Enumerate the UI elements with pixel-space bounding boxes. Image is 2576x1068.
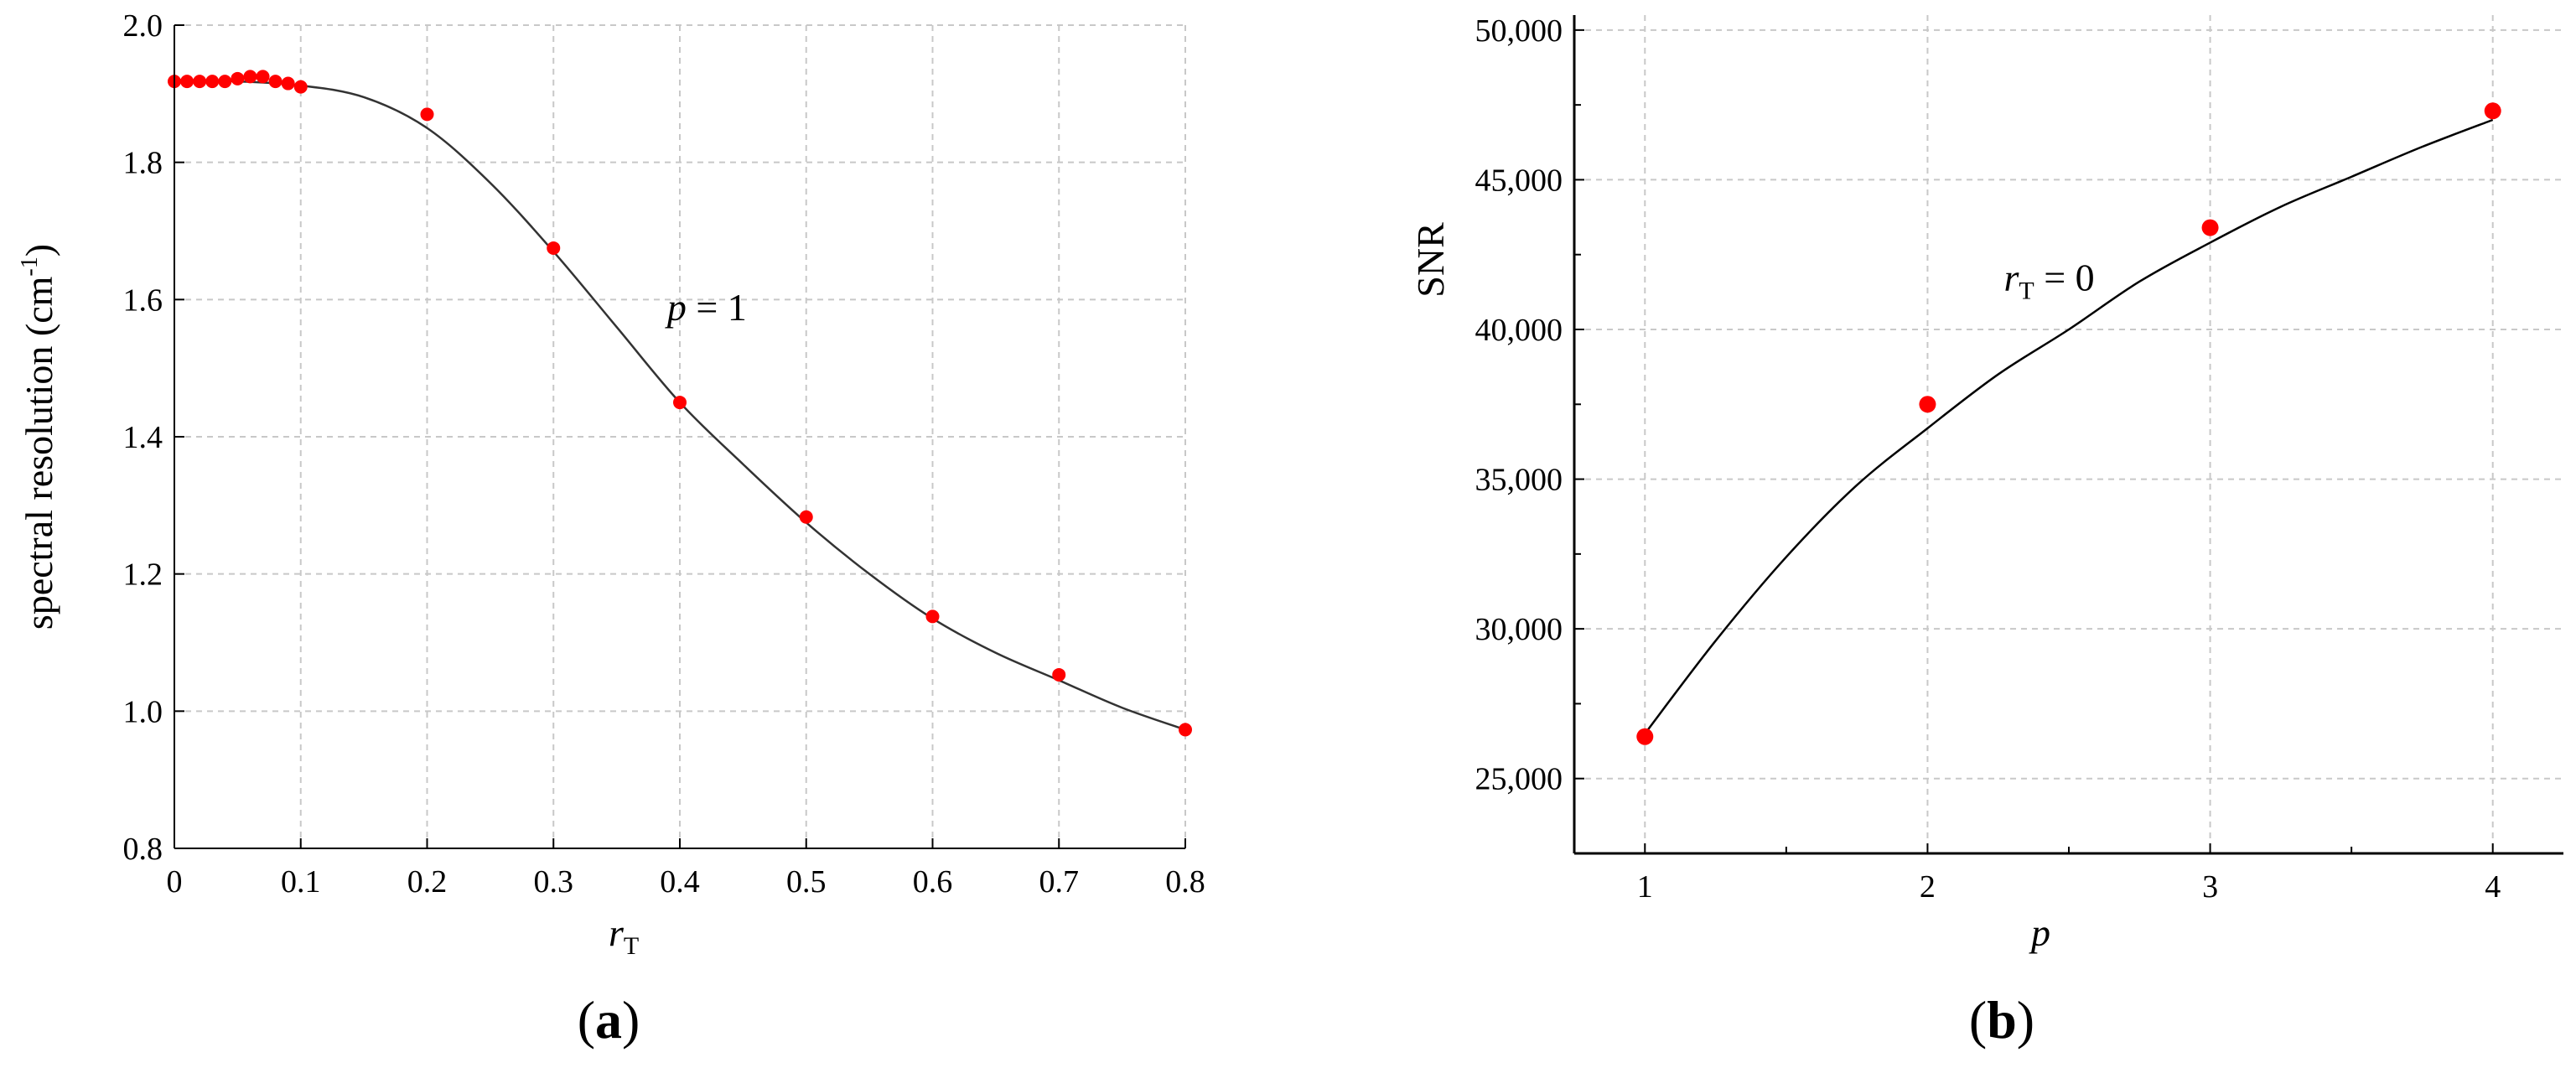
chart-b-panel-open: ( [1969,990,1987,1050]
chart-b-fit-curve [1644,118,2494,734]
chart-a-x-axis-label-var: r [609,911,625,954]
chart-a-x-axis-label-sub: T [624,932,639,960]
chart-a-panel-label: (a) [578,990,640,1050]
chart-a-x-ticks: 0 0.1 0.2 0.3 0.4 0.5 0.6 0.7 0.8 [167,838,1205,900]
chart-a-x-tick-label: 0.8 [1165,864,1205,900]
chart-b-x-axis-label: p [2029,911,2050,954]
chart-a-y-tick-label: 1.8 [123,146,163,181]
chart-a-y-axis-label-sup: -1 [17,257,43,276]
chart-a-data-point [1052,667,1066,682]
chart-a-data-point [799,510,813,524]
chart-a-data-point [1179,723,1192,737]
chart-a-data-point [268,75,282,89]
chart-a-x-axis-label: rT [609,911,639,960]
chart-b-annotation-rest: = 0 [2034,257,2095,299]
chart-b-annotation-sub: T [2019,277,2034,305]
chart-a-x-tick-label: 0.4 [660,864,700,900]
chart-a-data-point [256,70,270,84]
chart-b-x-tick-label: 2 [1920,869,1936,905]
chart-b-plot-area [1574,15,2563,853]
chart-b-y-tick-label: 40,000 [1475,313,1563,348]
chart-a-panel-close: ) [622,990,640,1050]
chart-a-x-tick-label: 0.7 [1039,864,1080,900]
chart-b-panel-letter: b [1987,990,2017,1050]
chart-b-y-tick-label: 30,000 [1475,612,1563,647]
chart-b-panel-label: (b) [1969,990,2034,1050]
chart-b-x-tick-label: 4 [2485,869,2501,905]
chart-a-y-tick-label: 1.0 [123,694,163,729]
chart-a-data-point [193,75,207,89]
chart-b-y-tick-label: 25,000 [1475,762,1563,797]
chart-b-data-point [1636,728,1654,745]
chart-a-y-tick-label: 1.4 [123,420,163,455]
chart-a-y-tick-label: 1.6 [123,283,163,318]
chart-b-annotation-var: r [2003,257,2019,299]
chart-a-data-point [673,396,687,410]
chart-a-data-point [420,107,434,122]
chart-a-y-tick-label: 1.2 [123,557,163,593]
chart-b-data-point [2484,102,2501,120]
chart-a-data-point [231,71,245,86]
chart-a-data-point [293,80,308,94]
chart-b-y-tick-label: 35,000 [1475,463,1563,498]
chart-b-y-tick-label: 45,000 [1475,163,1563,198]
chart-b-x-tick-label: 3 [2202,869,2218,905]
chart-b: 1 2 3 4 25,000 30,000 35,000 40,000 45,000 50,00… [1409,13,2563,1050]
chart-b-curve-layer [1644,118,2494,734]
chart-b-x-tick-label: 1 [1637,869,1653,905]
chart-a-data-point [205,75,220,89]
chart-a-y-axis-label-close: ) [18,244,60,257]
chart-a-data-point [243,70,257,84]
chart-a-x-tick-label: 0.2 [407,864,448,900]
chart-b-data-point [2201,219,2219,236]
chart-a-x-tick-label: 0.6 [913,864,953,900]
chart-b-annotation: rT = 0 [2003,257,2094,305]
chart-a-y-tick-label: 2.0 [123,8,163,44]
chart-a-data-point [180,75,194,89]
chart-a-annotation-rest: = 1 [687,286,747,329]
chart-a-data-point [281,76,295,91]
chart-b-y-tick-label: 50,000 [1475,13,1563,49]
chart-a-data-point [218,75,232,89]
chart-a-data-point [925,609,940,624]
chart-a-data-point [547,241,561,255]
chart-a-x-tick-label: 0.3 [534,864,574,900]
chart-a-panel-open: ( [578,990,595,1050]
chart-a-x-tick-label: 0.5 [786,864,827,900]
chart-a-x-tick-label: 0.1 [281,864,321,900]
chart-b-panel-close: ) [2017,990,2034,1050]
chart-a-annotation-var: p [665,286,687,329]
chart-a-y-tick-label: 0.8 [123,832,163,867]
chart-b-points-layer [1636,102,2501,745]
chart-b-y-axis-label: SNR [1409,222,1452,298]
chart-b-data-point [1919,396,1936,413]
chart-a-y-ticks: 0.8 1.0 1.2 1.4 1.6 1.8 2.0 [123,8,184,867]
chart-a-x-tick-label: 0 [167,864,183,900]
chart-a-y-axis-label: spectral resolution (cm-1) [17,244,60,630]
chart-b-y-ticks: 25,000 30,000 35,000 40,000 45,000 50,000 [1475,13,1584,797]
chart-a-panel-letter: a [595,990,622,1050]
chart-a-y-axis-label-main: spectral resolution (cm [18,276,60,630]
chart-a-annotation: p = 1 [665,286,747,329]
chart-b-x-ticks: 1 2 3 4 [1637,843,2501,905]
chart-a: 0 0.1 0.2 0.3 0.4 0.5 0.6 0.7 0.8 0.8 1.0 1.2 1.4 1.… [17,8,1205,1050]
